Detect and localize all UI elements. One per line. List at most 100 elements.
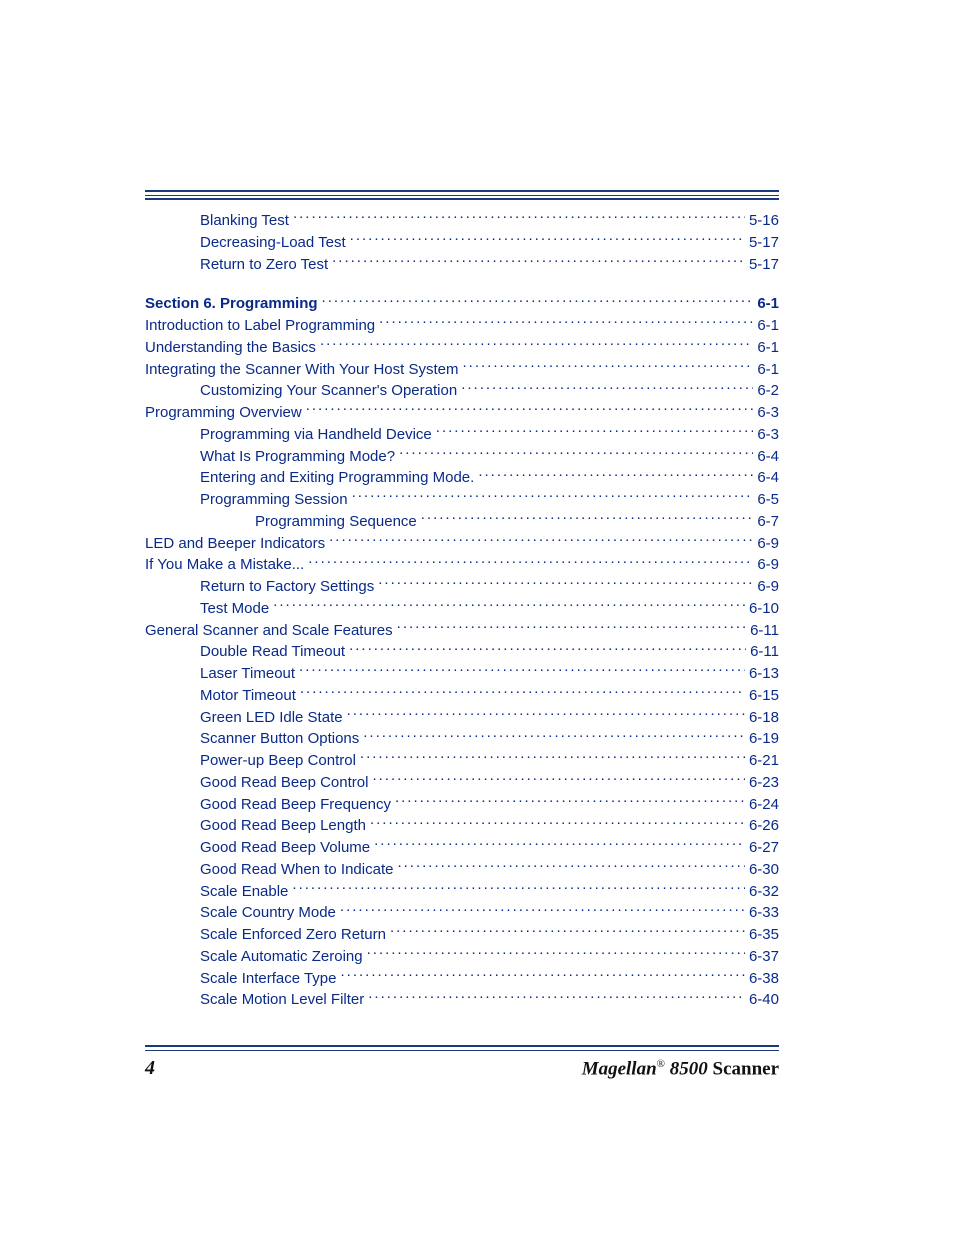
toc-entry[interactable]: LED and Beeper Indicators 6-9 [145, 533, 779, 555]
toc-entry[interactable]: If You Make a Mistake... 6-9 [145, 554, 779, 576]
toc-leader-dots [399, 446, 753, 461]
toc-entry[interactable]: Blanking Test 5-16 [145, 210, 779, 232]
toc-entry-page: 6-33 [749, 902, 779, 924]
toc-entry[interactable]: Scale Enforced Zero Return 6-35 [145, 924, 779, 946]
toc-entry-page: 6-5 [757, 489, 779, 511]
toc-entry-label: Scale Interface Type [200, 968, 336, 990]
toc-leader-dots [292, 881, 745, 896]
toc-entry-page: 6-3 [757, 424, 779, 446]
toc-entry-label: Programming Sequence [255, 511, 417, 533]
toc-entry-page: 5-16 [749, 210, 779, 232]
toc-entry[interactable]: What Is Programming Mode?6-4 [145, 446, 779, 468]
toc-entry-page: 6-30 [749, 859, 779, 881]
toc-entry-page: 6-40 [749, 989, 779, 1011]
product-brand: Magellan [582, 1058, 657, 1079]
toc-entry-page: 6-27 [749, 837, 779, 859]
toc-entry-label: Scale Motion Level Filter [200, 989, 364, 1011]
toc-entry-label: Programming via Handheld Device [200, 424, 432, 446]
toc-leader-dots [363, 728, 745, 743]
toc-entry[interactable]: Motor Timeout6-15 [145, 685, 779, 707]
toc-entry-label: Good Read Beep Frequency [200, 794, 391, 816]
toc-entry-page: 5-17 [749, 232, 779, 254]
toc-entry-label: Scanner Button Options [200, 728, 359, 750]
toc-entry[interactable]: Introduction to Label Programming6-1 [145, 315, 779, 337]
toc-entry-label: Entering and Exiting Programming Mode. [200, 467, 474, 489]
toc-entry-label: Programming Session [200, 489, 348, 511]
toc-entry-label: LED and Beeper Indicators [145, 533, 325, 555]
toc-entry[interactable]: Customizing Your Scanner's Operation6-2 [145, 380, 779, 402]
toc-entry-page: 6-1 [757, 359, 779, 381]
toc-entry-label: Scale Automatic Zeroing [200, 946, 363, 968]
toc-entry-label: Double Read Timeout [200, 641, 345, 663]
product-title: Magellan® 8500 Scanner [582, 1058, 779, 1080]
toc-entry-label: Programming Overview [145, 402, 302, 424]
toc-entry[interactable]: Scanner Button Options6-19 [145, 728, 779, 750]
toc-entry-page: 6-38 [749, 968, 779, 990]
toc-entry[interactable]: Scale Country Mode 6-33 [145, 902, 779, 924]
toc-entry-label: Integrating the Scanner With Your Host S… [145, 359, 459, 381]
toc-entry[interactable]: Entering and Exiting Programming Mode.6-… [145, 467, 779, 489]
toc-entry[interactable]: Programming via Handheld Device 6-3 [145, 424, 779, 446]
toc-entry[interactable]: Good Read Beep Length6-26 [145, 815, 779, 837]
toc-entry[interactable]: Good Read Beep Control6-23 [145, 772, 779, 794]
toc-entry[interactable]: Good Read Beep Frequency6-24 [145, 794, 779, 816]
toc-entry-page: 6-11 [750, 641, 779, 663]
toc-entry-label: Scale Country Mode [200, 902, 336, 924]
toc-leader-dots [299, 663, 745, 678]
toc-entry[interactable]: Power-up Beep Control6-21 [145, 750, 779, 772]
toc-entry[interactable]: Scale Motion Level Filter 6-40 [145, 989, 779, 1011]
toc-entry-page: 6-11 [750, 620, 779, 642]
toc-entry[interactable]: Scale Interface Type 6-38 [145, 968, 779, 990]
toc-entry[interactable]: Section 6. Programming6-1 [145, 293, 779, 315]
toc-entry[interactable]: Green LED Idle State6-18 [145, 707, 779, 729]
toc-entry[interactable]: Return to Factory Settings6-9 [145, 576, 779, 598]
toc-leader-dots [293, 210, 745, 225]
toc-entry-page: 6-15 [749, 685, 779, 707]
toc-entry-page: 5-17 [749, 254, 779, 276]
product-model: 8500 [665, 1058, 713, 1079]
toc-entry[interactable]: Integrating the Scanner With Your Host S… [145, 359, 779, 381]
toc-entry[interactable]: Test Mode6-10 [145, 598, 779, 620]
toc-leader-dots [306, 402, 754, 417]
toc-entry[interactable]: Understanding the Basics6-1 [145, 337, 779, 359]
toc-leader-dots [349, 641, 746, 656]
toc-leader-dots [322, 293, 754, 308]
toc-entry[interactable]: Scale Enable6-32 [145, 881, 779, 903]
toc-entry-label: If You Make a Mistake... [145, 554, 304, 576]
toc-entry[interactable]: Good Read When to Indicate6-30 [145, 859, 779, 881]
toc-entry-page: 6-13 [749, 663, 779, 685]
toc-entry-label: Understanding the Basics [145, 337, 316, 359]
toc-entry-label: Good Read Beep Volume [200, 837, 370, 859]
toc-leader-dots [332, 254, 745, 269]
toc-entry[interactable]: Laser Timeout 6-13 [145, 663, 779, 685]
toc-entry-label: Section 6. Programming [145, 293, 318, 315]
toc-leader-dots [378, 576, 753, 591]
toc-entry-page: 6-35 [749, 924, 779, 946]
toc-entry[interactable]: General Scanner and Scale Features6-11 [145, 620, 779, 642]
registered-symbol: ® [657, 1058, 665, 1070]
toc-leader-dots [368, 989, 745, 1004]
toc-leader-dots [367, 946, 745, 961]
toc-entry[interactable]: Decreasing-Load Test5-17 [145, 232, 779, 254]
toc-leader-dots [273, 598, 745, 613]
toc-leader-dots [350, 232, 745, 247]
toc-entry-label: Customizing Your Scanner's Operation [200, 380, 457, 402]
toc-entry[interactable]: Programming Session 6-5 [145, 489, 779, 511]
toc-entry[interactable]: Return to Zero Test5-17 [145, 254, 779, 276]
toc-entry[interactable]: Programming Overview6-3 [145, 402, 779, 424]
toc-entry[interactable]: Scale Automatic Zeroing6-37 [145, 946, 779, 968]
toc-entry[interactable]: Double Read Timeout 6-11 [145, 641, 779, 663]
page-footer: 4 Magellan® 8500 Scanner [145, 1045, 779, 1080]
top-horizontal-rule [145, 190, 779, 200]
toc-leader-dots [352, 489, 754, 504]
toc-entry-label: Laser Timeout [200, 663, 295, 685]
toc-section-gap [145, 275, 779, 293]
toc-entry[interactable]: Good Read Beep Volume 6-27 [145, 837, 779, 859]
toc-entry-page: 6-9 [757, 554, 779, 576]
toc-entry-page: 6-9 [757, 533, 779, 555]
toc-entry[interactable]: Programming Sequence6-7 [145, 511, 779, 533]
toc-entry-label: Scale Enforced Zero Return [200, 924, 386, 946]
toc-entry-label: Blanking Test [200, 210, 289, 232]
toc-leader-dots [390, 924, 745, 939]
toc-leader-dots [320, 337, 753, 352]
